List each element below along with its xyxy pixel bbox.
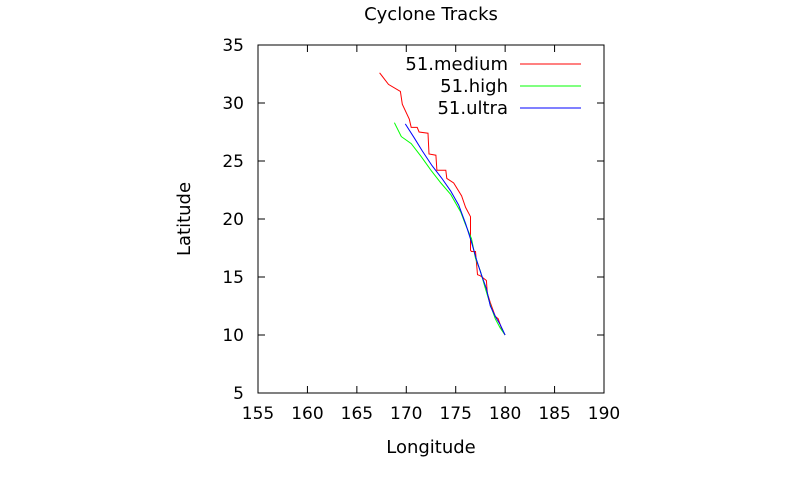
legend-label: 51.ultra [437,98,508,119]
y-tick-label: 30 [222,94,244,114]
y-tick-label: 10 [222,326,244,346]
x-tick-label: 190 [588,404,620,424]
x-tick-label: 175 [439,404,471,424]
x-axis-label: Longitude [386,437,476,458]
series-lines [379,72,506,336]
x-tick-label: 160 [291,404,323,424]
x-tick-label: 165 [341,404,373,424]
y-axis: 5 10 15 20 25 30 35 [222,36,604,404]
x-tick-label: 170 [390,404,422,424]
plot-area-frame [257,44,605,394]
x-tick-label: 180 [489,404,521,424]
series-line-51-high [393,122,506,336]
legend-label: 51.high [440,76,508,97]
y-tick-label: 5 [233,384,244,404]
x-tick-label: 185 [538,404,570,424]
x-axis: 155 160 165 170 175 180 185 190 [242,45,620,424]
y-tick-label: 20 [222,210,244,230]
y-tick-label: 25 [222,152,244,172]
y-axis-label: Latitude [174,182,195,256]
y-tick-label: 15 [222,268,244,288]
y-tick-label: 35 [222,36,244,56]
series-line-51-ultra [404,123,506,336]
chart-title: Cyclone Tracks [364,4,498,25]
legend-label: 51.medium [405,54,508,75]
x-tick-label: 155 [242,404,274,424]
